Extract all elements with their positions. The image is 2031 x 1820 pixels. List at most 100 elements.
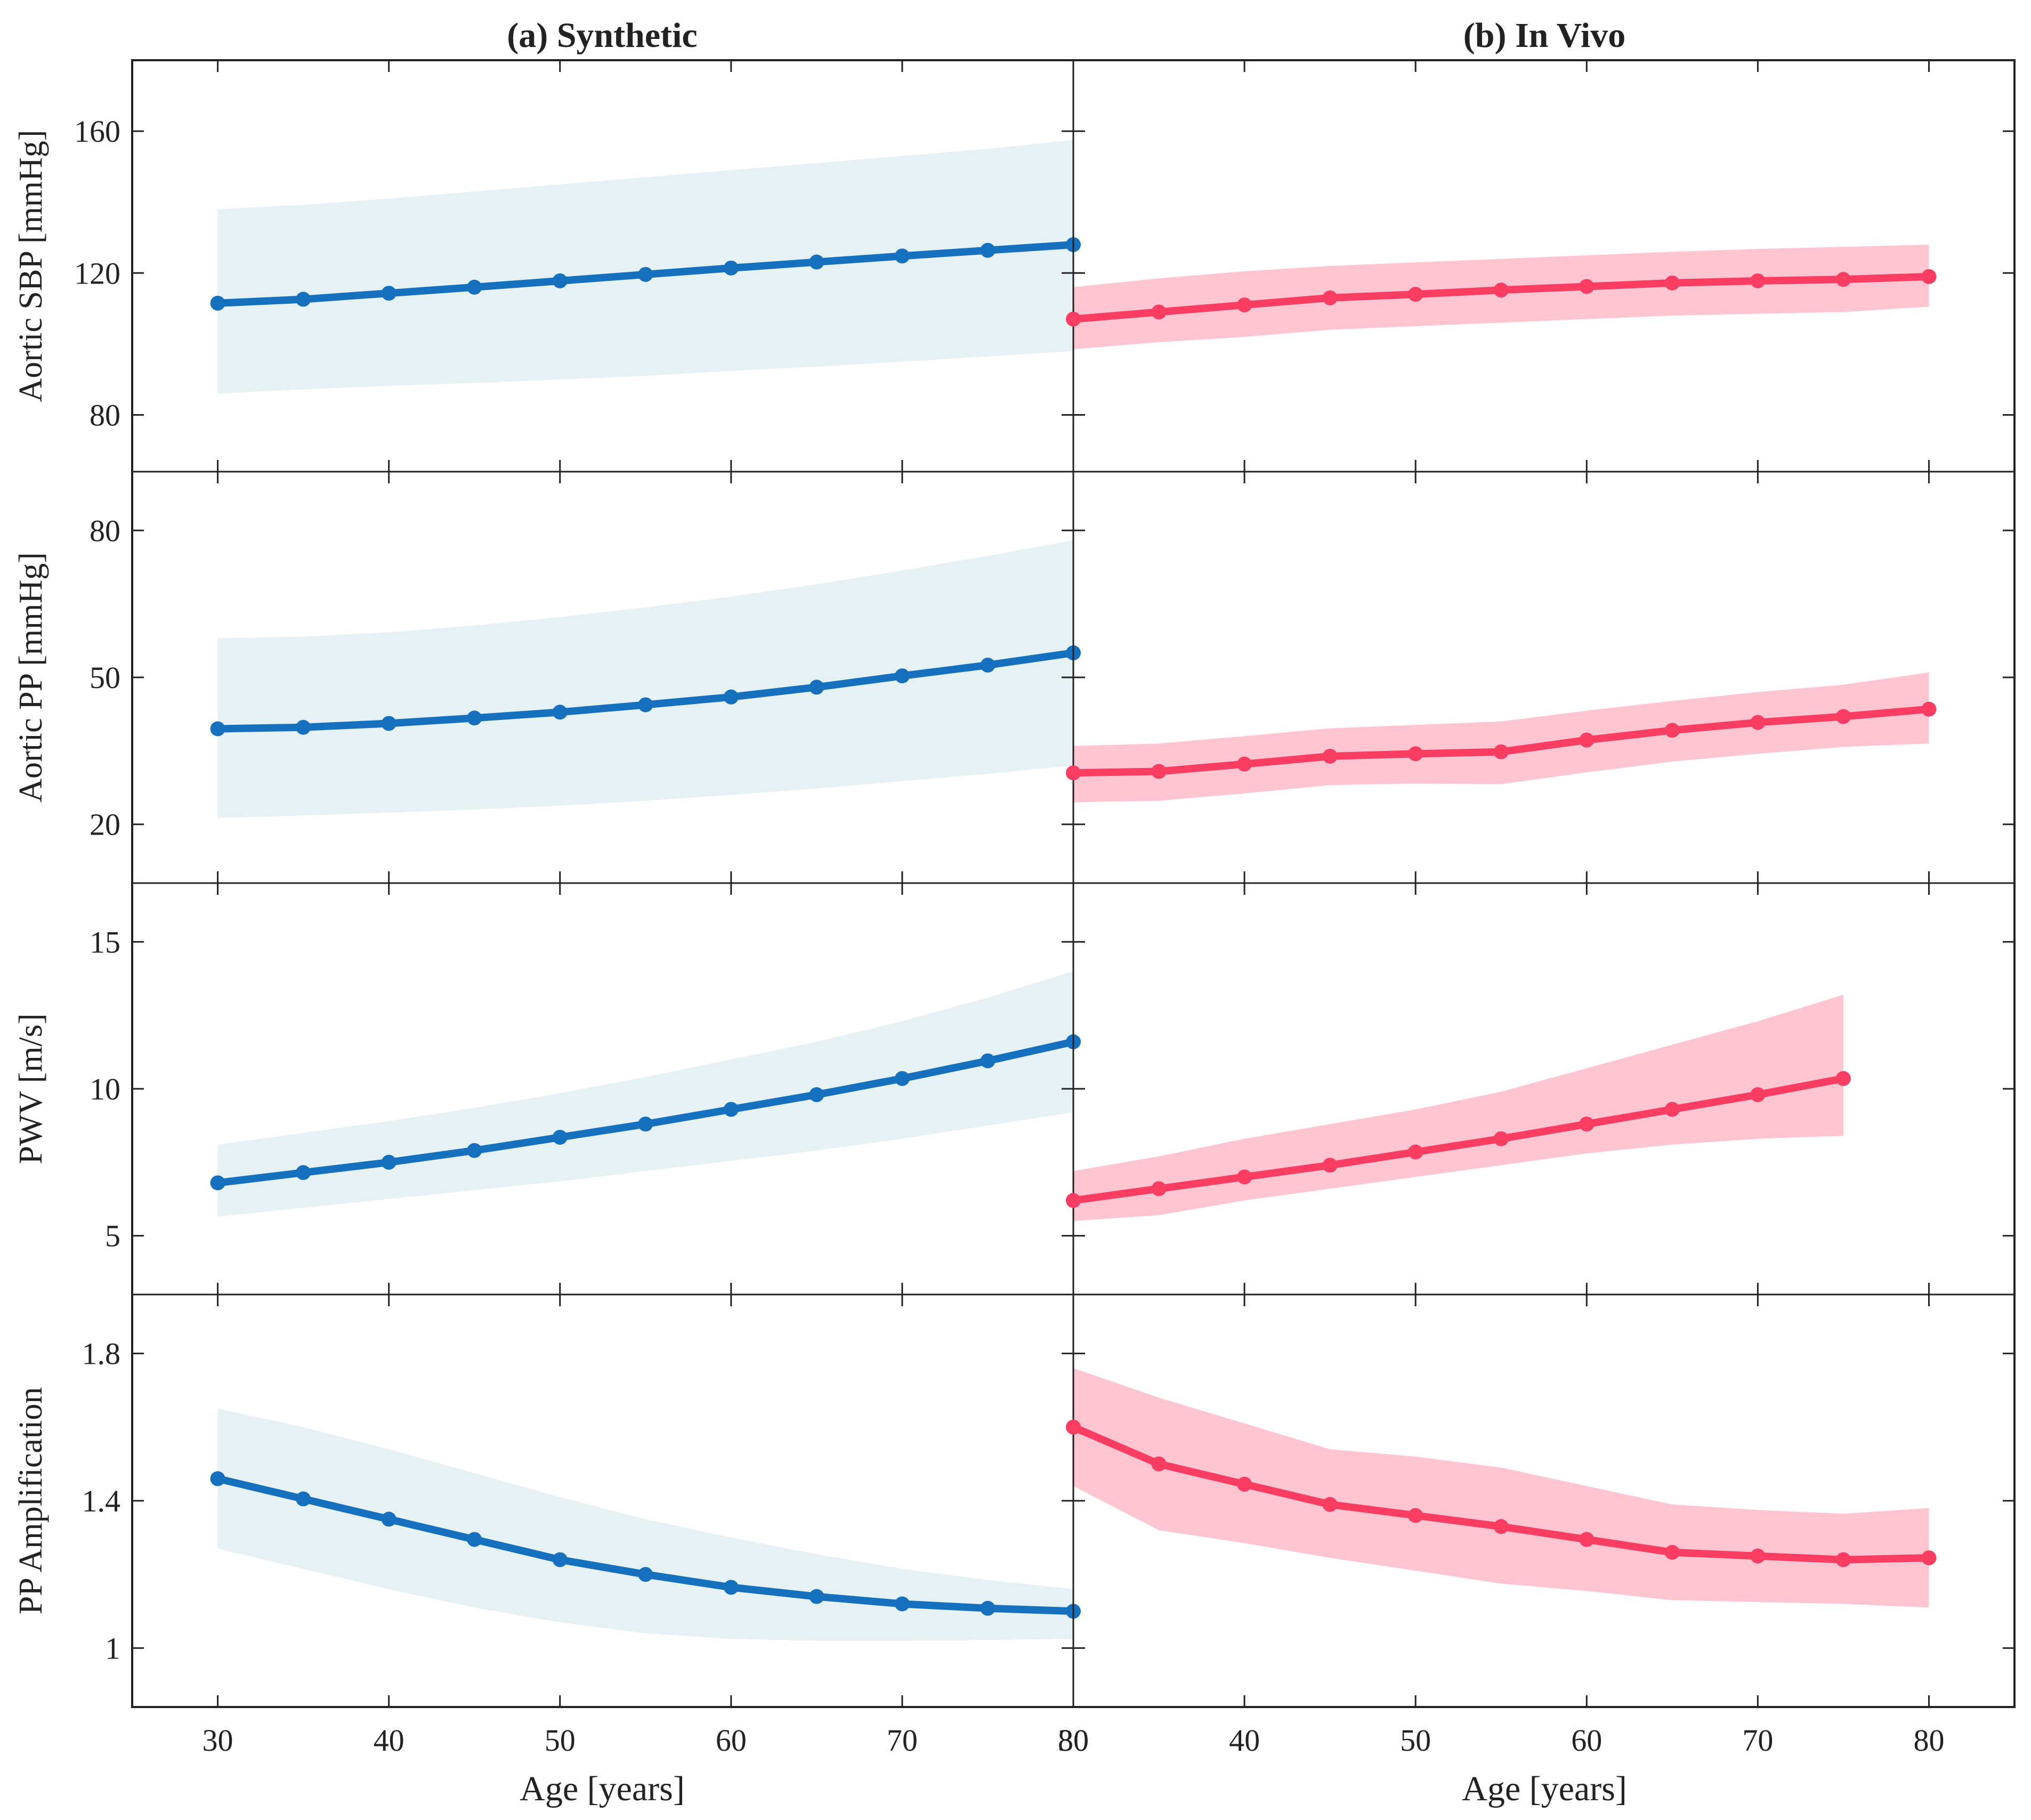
y-tick-label-1.4: 1.4: [82, 1484, 121, 1518]
data-point-synthetic-aortic-pp-65: [809, 680, 824, 695]
x-tick-label-40: 40: [1229, 1723, 1260, 1758]
y-tick-label-50: 50: [90, 660, 120, 695]
data-point-synthetic-pp-amplification-60: [723, 1580, 739, 1595]
panel-in-vivo-aortic-sbp: [1066, 59, 2016, 473]
band-synthetic-pp-amplification: [217, 1409, 1073, 1641]
y-axis-label-pwv: PWV [m/s]: [13, 1013, 49, 1164]
panel-in-vivo-aortic-pp: [1066, 471, 2016, 884]
data-point-in-vivo-aortic-pp-40: [1237, 756, 1252, 772]
y-tick-label-10: 10: [90, 1072, 120, 1106]
data-point-in-vivo-pwv-50: [1408, 1144, 1423, 1160]
data-point-synthetic-pwv-75: [980, 1053, 996, 1069]
x-tick-label-60: 60: [1571, 1723, 1602, 1758]
column-titles: (a) Synthetic (b) In Vivo: [507, 16, 1625, 55]
data-point-in-vivo-aortic-pp-35: [1151, 764, 1167, 779]
y-tick-label-15: 15: [90, 925, 120, 959]
y-tick-label-80: 80: [90, 398, 120, 433]
data-point-in-vivo-aortic-sbp-75: [1835, 272, 1851, 287]
data-point-in-vivo-aortic-sbp-45: [1322, 290, 1338, 305]
data-point-synthetic-aortic-sbp-55: [638, 266, 653, 282]
x-tick-label-70: 70: [887, 1723, 918, 1758]
data-point-in-vivo-pp-amplification-55: [1493, 1519, 1509, 1534]
data-point-synthetic-pwv-55: [638, 1117, 653, 1132]
y-axis-label-aortic-sbp: Aortic SBP [mmHg]: [13, 130, 49, 402]
data-point-in-vivo-pp-amplification-30: [1066, 1419, 1081, 1435]
data-point-in-vivo-aortic-sbp-50: [1408, 287, 1423, 302]
data-point-synthetic-aortic-sbp-60: [723, 260, 739, 276]
data-point-synthetic-aortic-sbp-30: [210, 295, 225, 311]
data-point-synthetic-pwv-65: [809, 1087, 824, 1103]
data-point-in-vivo-pwv-35: [1151, 1181, 1167, 1196]
data-point-synthetic-aortic-sbp-35: [296, 292, 311, 307]
data-point-in-vivo-pwv-70: [1750, 1087, 1766, 1103]
data-point-in-vivo-pp-amplification-75: [1835, 1552, 1851, 1567]
data-point-in-vivo-pp-amplification-50: [1408, 1508, 1423, 1523]
data-point-synthetic-aortic-sbp-40: [381, 286, 397, 301]
data-point-synthetic-aortic-pp-30: [210, 721, 225, 737]
data-point-in-vivo-pp-amplification-40: [1237, 1476, 1252, 1492]
y-tick-label-80: 80: [90, 513, 120, 548]
data-point-synthetic-pwv-40: [381, 1154, 397, 1170]
data-point-in-vivo-aortic-pp-30: [1066, 765, 1081, 781]
column-title-in-vivo: (b) In Vivo: [1463, 16, 1625, 55]
x-axis-labels: Age [years] Age [years]: [520, 1769, 1627, 1808]
data-point-in-vivo-pp-amplification-60: [1579, 1532, 1595, 1547]
data-point-synthetic-pp-amplification-70: [894, 1596, 910, 1612]
data-point-in-vivo-aortic-pp-80: [1921, 701, 1937, 717]
y-tick-label-20: 20: [90, 807, 120, 842]
y-axis-labels: Aortic SBP [mmHg] Aortic PP [mmHg] PWV [m/…: [13, 130, 49, 1615]
y-axis-label-aortic-pp: Aortic PP [mmHg]: [13, 552, 49, 803]
data-point-in-vivo-aortic-pp-55: [1493, 744, 1509, 759]
panel-synthetic-pwv: 5 10 15: [90, 882, 1081, 1296]
data-point-in-vivo-aortic-sbp-80: [1921, 269, 1937, 284]
data-point-synthetic-aortic-pp-75: [980, 658, 996, 673]
y-tick-label-160: 160: [74, 114, 120, 149]
data-point-in-vivo-pp-amplification-65: [1664, 1544, 1680, 1560]
data-point-synthetic-aortic-pp-45: [467, 710, 482, 726]
data-point-synthetic-aortic-pp-40: [381, 716, 397, 731]
data-point-in-vivo-aortic-pp-65: [1664, 723, 1680, 738]
data-point-in-vivo-pp-amplification-35: [1151, 1456, 1167, 1471]
data-point-in-vivo-pwv-65: [1664, 1102, 1680, 1117]
data-point-in-vivo-pwv-55: [1493, 1131, 1509, 1146]
data-point-synthetic-pwv-45: [467, 1143, 482, 1158]
band-in-vivo-pwv: [1073, 994, 1843, 1222]
data-point-in-vivo-aortic-pp-45: [1322, 748, 1338, 764]
data-point-synthetic-pp-amplification-75: [980, 1600, 996, 1616]
data-point-synthetic-pp-amplification-55: [638, 1567, 653, 1582]
figure-frame: [131, 59, 2016, 1708]
y-tick-label-120: 120: [74, 256, 120, 290]
data-point-in-vivo-aortic-sbp-40: [1237, 297, 1252, 313]
x-tick-label-80: 80: [1058, 1723, 1089, 1758]
data-point-in-vivo-pwv-30: [1066, 1193, 1081, 1208]
y-tick-label-5: 5: [105, 1219, 120, 1253]
data-point-in-vivo-aortic-pp-50: [1408, 746, 1423, 762]
data-point-in-vivo-aortic-pp-75: [1835, 709, 1851, 724]
data-point-synthetic-pwv-70: [894, 1071, 910, 1086]
x-tick-label-50: 50: [545, 1723, 576, 1758]
x-tick-label-60: 60: [716, 1723, 747, 1758]
x-tick-label-80: 80: [1913, 1723, 1944, 1758]
x-tick-label-30: 30: [203, 1723, 233, 1758]
data-point-in-vivo-aortic-sbp-65: [1664, 275, 1680, 290]
series-line-in-vivo-pwv: [1070, 1074, 1847, 1204]
data-point-synthetic-pwv-50: [552, 1129, 568, 1145]
data-point-synthetic-pwv-35: [296, 1165, 311, 1180]
data-point-in-vivo-pp-amplification-70: [1750, 1548, 1766, 1564]
data-point-in-vivo-pwv-75: [1835, 1071, 1851, 1086]
band-synthetic-aortic-sbp: [217, 140, 1073, 394]
panel-in-vivo-pwv: [1066, 882, 2016, 1296]
data-point-in-vivo-aortic-sbp-60: [1579, 279, 1595, 294]
data-point-in-vivo-aortic-sbp-35: [1151, 304, 1167, 320]
panel-synthetic-pp-amplification: 30 40 50 60 70 80 1 1.4 1.8: [82, 1293, 1089, 1758]
data-point-synthetic-pp-amplification-65: [809, 1589, 824, 1604]
data-point-in-vivo-pp-amplification-45: [1322, 1497, 1338, 1512]
data-point-in-vivo-pwv-40: [1237, 1169, 1252, 1185]
x-tick-label-40: 40: [374, 1723, 404, 1758]
y-tick-label-1.8: 1.8: [82, 1337, 121, 1371]
data-point-synthetic-pp-amplification-35: [296, 1491, 311, 1507]
data-point-synthetic-aortic-pp-60: [723, 689, 739, 705]
panel-synthetic-aortic-sbp: 80 120 160: [74, 59, 1081, 473]
data-point-synthetic-aortic-pp-55: [638, 697, 653, 713]
